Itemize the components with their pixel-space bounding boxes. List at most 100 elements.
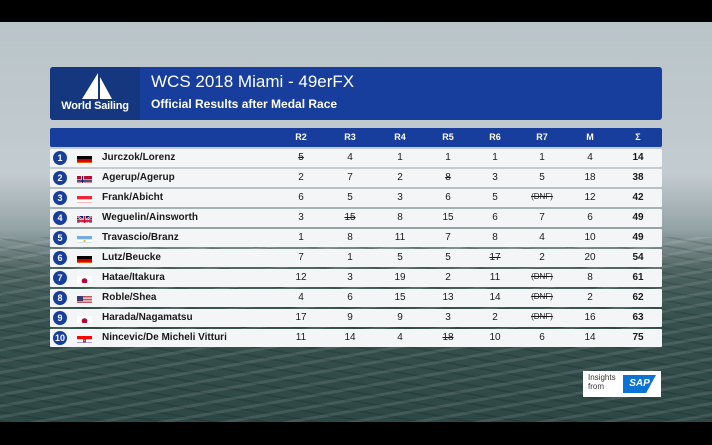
score-r2: 2	[298, 172, 304, 183]
rank-badge: 4	[53, 211, 67, 225]
score-r3: 8	[347, 232, 353, 243]
rank-badge: 5	[53, 231, 67, 245]
sail-logo-icon	[82, 73, 112, 99]
rank-badge: 10	[53, 331, 67, 345]
column-header-m: M	[586, 132, 594, 142]
score-m: 18	[584, 172, 596, 183]
score-r4: 2	[397, 172, 403, 183]
team-name: Agerup/Agerup	[102, 172, 175, 183]
score-m: 20	[584, 252, 596, 263]
score-r6: 6	[492, 212, 498, 223]
sponsor-badge: Insights from SAP	[583, 371, 661, 397]
score-r7: (DNF)	[531, 192, 553, 201]
column-header-r4: R4	[394, 132, 406, 142]
score-r4: 5	[397, 252, 403, 263]
score-r5: 15	[442, 212, 454, 223]
score-r5: 2	[445, 272, 451, 283]
germany-flag-icon	[77, 253, 92, 263]
score-r2: 4	[298, 292, 304, 303]
table-row: 5 Travascio/Branz 1 8 11 7 8 4 10 49	[50, 229, 662, 247]
score-r4: 3	[397, 192, 403, 203]
score-r6: 14	[489, 292, 501, 303]
team-name: Jurczok/Lorenz	[102, 152, 176, 163]
rank-badge: 2	[53, 171, 67, 185]
logo-text: World Sailing	[61, 100, 129, 112]
rank-badge: 1	[53, 151, 67, 165]
table-row: 6 Lutz/Beucke 7 1 5 5 17 2 20 54	[50, 249, 662, 267]
score-r2: 12	[295, 272, 307, 283]
score-m: 12	[584, 192, 596, 203]
score-r5: 6	[445, 192, 451, 203]
score-r7: 1	[539, 152, 545, 163]
score-r3: 15	[344, 212, 356, 223]
score-σ: 14	[632, 152, 644, 163]
score-m: 6	[587, 212, 593, 223]
score-r2: 7	[298, 252, 304, 263]
norway-flag-icon	[77, 173, 92, 183]
column-header-r7: R7	[536, 132, 548, 142]
score-r2: 1	[298, 232, 304, 243]
score-r7: (DNF)	[531, 312, 553, 321]
score-r6: 11	[489, 272, 501, 283]
score-r3: 9	[347, 312, 353, 323]
score-r3: 14	[344, 332, 356, 343]
score-r6: 8	[492, 232, 498, 243]
score-r5: 18	[442, 332, 454, 343]
event-title: WCS 2018 Miami - 49erFX	[151, 72, 355, 91]
table-row: 10 Nincevic/De Micheli Vitturi 11 14 4 18 10 6 1…	[50, 329, 662, 347]
sap-logo: SAP	[623, 375, 656, 393]
score-m: 10	[584, 232, 596, 243]
score-r3: 5	[347, 192, 353, 203]
table-row: 9 Harada/Nagamatsu 17 9 9 3 2 (DNF) 16 63	[50, 309, 662, 327]
team-name: Roble/Shea	[102, 292, 157, 303]
team-name: Harada/Nagamatsu	[102, 312, 193, 323]
column-header-r6: R6	[489, 132, 501, 142]
score-r6: 2	[492, 312, 498, 323]
score-σ: 54	[632, 252, 644, 263]
score-r7: (DNF)	[531, 292, 553, 301]
rank-badge: 3	[53, 191, 67, 205]
score-r3: 1	[347, 252, 353, 263]
score-r6: 17	[489, 252, 501, 263]
score-r7: (DNF)	[531, 272, 553, 281]
rank-badge: 9	[53, 311, 67, 325]
japan-flag-icon	[77, 313, 92, 323]
team-name: Hatae/Itakura	[102, 272, 165, 283]
results-subtitle: Official Results after Medal Race	[151, 97, 338, 111]
score-r6: 5	[492, 192, 498, 203]
team-name: Frank/Abicht	[102, 192, 164, 203]
table-row: 4 Weguelin/Ainsworth 3 15 8 15 6 7 6 49	[50, 209, 662, 227]
score-σ: 61	[632, 272, 644, 283]
score-r2: 11	[295, 332, 307, 343]
germany-flag-icon	[77, 153, 92, 163]
argentina-flag-icon	[77, 233, 92, 243]
rank-badge: 6	[53, 251, 67, 265]
team-name: Weguelin/Ainsworth	[102, 212, 198, 223]
croatia-flag-icon	[77, 333, 92, 343]
score-r7: 4	[539, 232, 545, 243]
score-r2: 5	[298, 152, 304, 163]
japan-flag-icon	[77, 273, 92, 283]
score-σ: 42	[632, 192, 644, 203]
score-r4: 1	[397, 152, 403, 163]
score-r3: 6	[347, 292, 353, 303]
score-σ: 49	[632, 232, 644, 243]
column-header-r5: R5	[442, 132, 454, 142]
score-r4: 11	[394, 232, 406, 243]
score-r4: 4	[397, 332, 403, 343]
score-r3: 3	[347, 272, 353, 283]
team-name: Nincevic/De Micheli Vitturi	[102, 332, 227, 343]
score-r4: 15	[394, 292, 406, 303]
team-name: Lutz/Beucke	[102, 252, 161, 263]
sponsor-line-2: from	[588, 382, 604, 391]
score-r5: 5	[445, 252, 451, 263]
score-σ: 49	[632, 212, 644, 223]
score-r6: 10	[489, 332, 501, 343]
score-r5: 8	[445, 172, 451, 183]
score-r2: 3	[298, 212, 304, 223]
table-row: 7 Hatae/Itakura 12 3 19 2 11 (DNF) 8 61	[50, 269, 662, 287]
score-r5: 13	[442, 292, 454, 303]
table-header-row: R2 R3 R4 R5 R6 R7 M Σ	[50, 128, 662, 147]
column-header-r2: R2	[295, 132, 307, 142]
score-r7: 6	[539, 332, 545, 343]
